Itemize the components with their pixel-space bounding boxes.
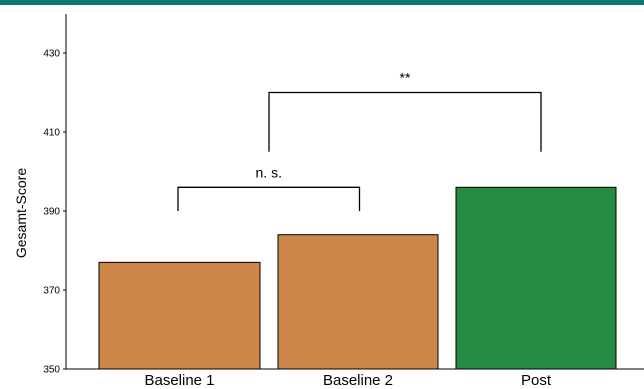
y-tick-label: 350 bbox=[43, 365, 60, 376]
bar-baseline-2 bbox=[277, 234, 439, 370]
y-tick-label: 430 bbox=[43, 49, 60, 60]
bracket-significant bbox=[268, 91, 542, 152]
bracket-significant-label: ** bbox=[400, 70, 411, 86]
top-stripe bbox=[0, 0, 644, 5]
bracket-ns bbox=[177, 186, 361, 211]
y-tick-label: 390 bbox=[43, 207, 60, 218]
bracket-ns-label: n. s. bbox=[256, 164, 282, 180]
x-tick-label: Baseline 1 bbox=[144, 372, 214, 389]
bar-baseline-1 bbox=[98, 261, 261, 370]
x-tick-label: Post bbox=[521, 372, 552, 389]
x-tick-label: Baseline 2 bbox=[323, 372, 393, 389]
y-tick-label: 410 bbox=[43, 128, 60, 139]
y-tick-label: 370 bbox=[43, 286, 60, 297]
y-axis-title: Gesamt-Score bbox=[13, 168, 29, 258]
bar-post bbox=[455, 186, 617, 370]
